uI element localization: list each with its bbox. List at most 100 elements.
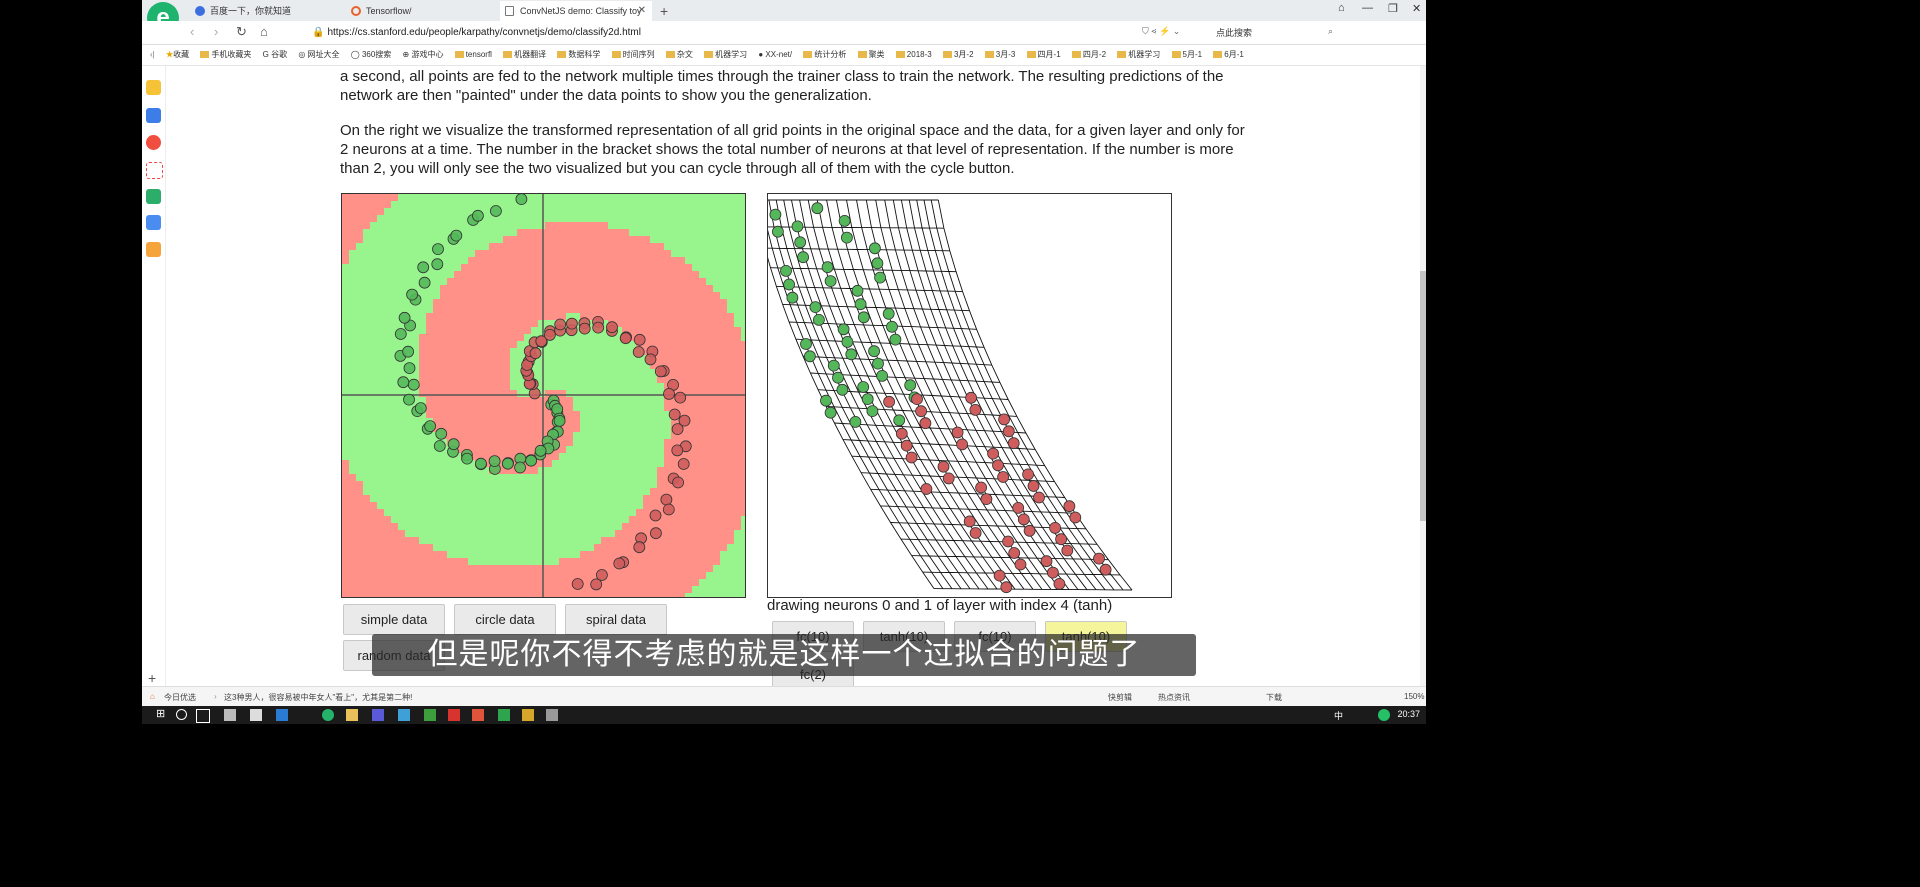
notes-icon[interactable] <box>146 242 161 257</box>
decision-boundary-plot[interactable] <box>341 193 746 598</box>
bookmark-item[interactable]: 聚类 <box>857 45 885 65</box>
tab-tensorflow[interactable]: Tensorflow/ <box>346 1 496 21</box>
bookmark-item[interactable]: 统计分析 <box>803 45 846 65</box>
red-point <box>677 458 690 470</box>
bookmark-item[interactable]: 3月-3 <box>984 45 1015 65</box>
red-point <box>1007 437 1020 450</box>
green-point <box>797 251 809 264</box>
explorer-icon[interactable] <box>346 709 358 721</box>
bookmark-item[interactable]: 6月-1 <box>1213 45 1244 65</box>
back-icon[interactable]: ‹ <box>190 24 195 39</box>
favorites-icon[interactable] <box>146 80 161 95</box>
bookmark-item[interactable]: 四月-2 <box>1071 45 1106 65</box>
sidebar-toggle-icon[interactable]: ‹| <box>150 50 155 59</box>
bookmark-item[interactable]: ● XX-net/ <box>758 50 793 59</box>
bookmark-item[interactable]: ★收藏 <box>165 50 190 59</box>
app-icon[interactable] <box>522 709 534 721</box>
red-point <box>613 557 626 570</box>
ime-indicator[interactable]: 中 <box>1334 711 1344 721</box>
tab-baidu[interactable]: 百度一下，你就知道 <box>190 1 342 21</box>
mail-app-icon[interactable] <box>250 709 262 721</box>
restore-button[interactable]: ❐ <box>1388 3 1398 15</box>
green-point <box>431 258 444 271</box>
green-point <box>838 214 851 227</box>
pdf-icon[interactable] <box>448 709 460 721</box>
search-icon[interactable]: ⌕ <box>1328 26 1334 36</box>
red-point <box>1063 500 1076 513</box>
start-icon[interactable]: ⊞ <box>156 708 166 720</box>
bookmark-item[interactable]: 机器学习 <box>704 45 747 65</box>
windows-taskbar: ⊞ 中 20:37 <box>142 706 1426 724</box>
mail-icon[interactable] <box>146 162 163 179</box>
app-icon[interactable] <box>546 709 558 721</box>
app-icon[interactable] <box>398 709 410 721</box>
app-icon[interactable] <box>472 709 484 721</box>
browser-taskbar-icon[interactable] <box>322 709 334 721</box>
bookmark-item[interactable]: tensorfl <box>454 45 492 65</box>
hot-news[interactable]: 热点资讯 <box>1158 693 1190 702</box>
new-tab-button[interactable]: + <box>660 3 669 19</box>
red-point <box>1069 511 1082 524</box>
app-icon[interactable] <box>372 709 384 721</box>
app-icon[interactable] <box>424 709 436 721</box>
bookmark-item[interactable]: ◎ 网址大全 <box>298 50 340 59</box>
home-icon[interactable]: ⌂ <box>260 24 268 39</box>
bookmark-item[interactable]: ⊕ 游戏中心 <box>402 50 444 59</box>
vertical-scrollbar[interactable] <box>1420 66 1426 686</box>
search-label[interactable]: 点此搜索 <box>1216 28 1253 38</box>
bookmark-item[interactable]: 手机收藏夹 <box>200 45 251 65</box>
reload-icon[interactable]: ↻ <box>236 24 247 39</box>
bookmark-item[interactable]: 四月-1 <box>1026 45 1061 65</box>
shirt-icon[interactable]: ⌂ <box>1338 2 1345 14</box>
clock[interactable]: 20:37 <box>1397 709 1420 719</box>
video-icon[interactable] <box>146 189 161 204</box>
red-point <box>963 515 976 528</box>
zoom-level[interactable]: 150% <box>1404 692 1425 701</box>
close-window-button[interactable]: ✕ <box>1412 3 1422 15</box>
quick-clip[interactable]: 快剪辑 <box>1108 693 1132 702</box>
gift-icon[interactable]: ⌂ <box>150 692 155 701</box>
red-point <box>543 328 556 341</box>
green-point <box>824 275 837 287</box>
tab-convnetjs[interactable]: ConvNetJS demo: Classify toy ✕ <box>500 1 652 21</box>
spiral-data-button[interactable]: spiral data <box>565 604 667 635</box>
green-point <box>849 415 862 428</box>
app-icon[interactable] <box>498 709 510 721</box>
store-icon[interactable] <box>224 709 236 721</box>
task-view-icon[interactable] <box>196 709 210 723</box>
scrollbar-thumb[interactable] <box>1420 271 1426 521</box>
minimize-button[interactable]: — <box>1362 2 1373 14</box>
bookmark-item[interactable]: 5月-1 <box>1171 45 1202 65</box>
green-point <box>836 383 849 396</box>
bookmark-item[interactable]: G 谷歌 <box>262 50 288 59</box>
downloads[interactable]: 下载 <box>1266 693 1282 702</box>
simple-data-button[interactable]: simple data <box>343 604 445 635</box>
url-field[interactable]: 🔒 https://cs.stanford.edu/people/karpathy… <box>312 24 1322 41</box>
search-circle-icon[interactable] <box>176 709 187 720</box>
add-icon[interactable]: + <box>148 670 157 686</box>
bookmark-item[interactable]: 数据科学 <box>557 45 600 65</box>
weibo-icon[interactable] <box>146 135 161 150</box>
green-point <box>868 345 880 358</box>
bookmark-item[interactable]: 机器翻译 <box>503 45 546 65</box>
news-ticker[interactable]: 这3种男人，很容易被中年女人"看上"，尤其是第二种! <box>224 693 413 702</box>
red-point <box>633 541 646 554</box>
tab-title: Tensorflow/ <box>366 6 412 16</box>
bookmark-item[interactable]: 3月-2 <box>942 45 974 65</box>
bookmark-item[interactable]: 2018-3 <box>895 45 932 65</box>
bookmark-item[interactable]: ◯ 360搜索 <box>350 50 392 59</box>
circle-data-button[interactable]: circle data <box>454 604 556 635</box>
forward-icon[interactable]: › <box>214 24 219 39</box>
green-point <box>769 208 782 221</box>
bookmark-item[interactable]: 机器学习 <box>1117 45 1160 65</box>
bookmark-item[interactable]: 时间序列 <box>611 45 655 65</box>
vscode-icon[interactable] <box>276 709 288 721</box>
shield-icon[interactable]: ⛉ ⋖ ⚡ ⌄ <box>1142 26 1181 36</box>
bookmark-item[interactable]: 杂文 <box>665 45 693 65</box>
document-icon[interactable] <box>146 215 161 230</box>
news-icon[interactable] <box>146 108 161 123</box>
green-point <box>791 220 804 233</box>
today-picks[interactable]: 今日优选 <box>164 693 196 702</box>
tray-icon[interactable] <box>1378 709 1390 721</box>
close-tab-icon[interactable]: ✕ <box>637 5 646 16</box>
